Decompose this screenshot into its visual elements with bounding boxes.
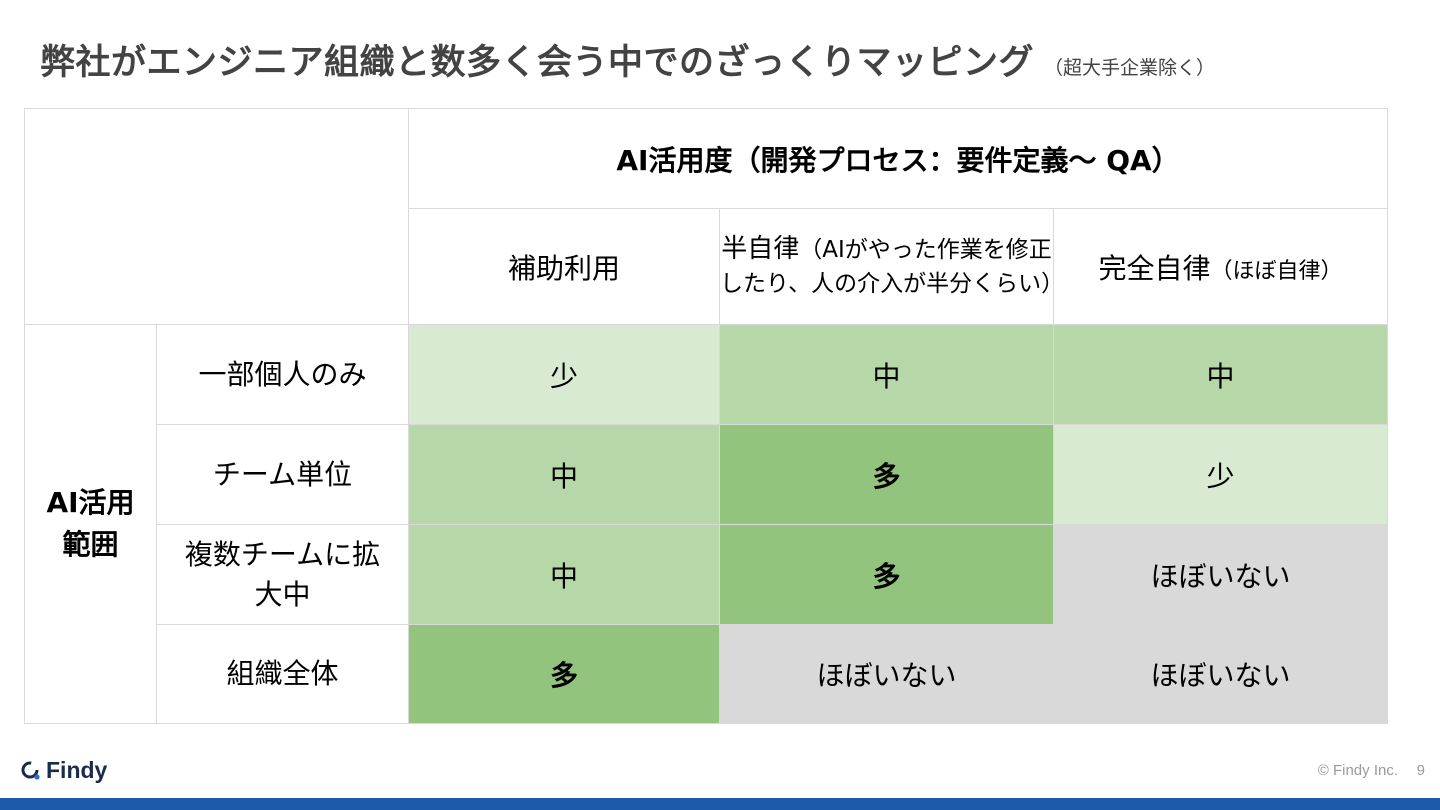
row-label: 一部個人のみ (156, 324, 409, 425)
row-group-header: AI活用範囲 (24, 324, 157, 724)
row-label: 組織全体 (156, 624, 409, 724)
matrix-cell: ほぼいない (1052, 524, 1389, 625)
column-header-semi-autonomous: 半自律（AIがやった作業を修正したり、人の介入が半分くらい） (719, 208, 1064, 325)
column-group-header: AI活用度（開発プロセス：要件定義〜 QA） (407, 108, 1389, 209)
matrix-cell: 中 (1052, 324, 1389, 425)
matrix-cell: 多 (408, 624, 720, 724)
copyright: © Findy Inc. (1317, 762, 1398, 779)
title-main: 弊社がエンジニア組織と数多く会う中でのざっくりマッピング (40, 43, 1035, 83)
page-number: 9 (1416, 762, 1425, 779)
corner-cell (24, 108, 409, 325)
row-label: 複数チームに拡大中 (156, 524, 409, 625)
matrix-cell: 少 (1052, 424, 1389, 525)
matrix-cell: 多 (719, 524, 1054, 625)
row-label: チーム単位 (156, 424, 409, 525)
column-header-fully-autonomous: 完全自律（ほぼ自律） (1052, 208, 1389, 325)
findy-logo: Findy (20, 757, 107, 784)
matrix-cell: ほぼいない (719, 624, 1054, 724)
page-title: 弊社がエンジニア組織と数多く会う中でのざっくりマッピング （超大手企業除く） (40, 34, 1215, 85)
matrix-cell: 少 (408, 324, 720, 425)
mapping-matrix: AI活用度（開発プロセス：要件定義〜 QA） 補助利用 半自律（AIがやった作業… (24, 108, 1389, 724)
matrix-cell: 多 (719, 424, 1054, 525)
column-header-assist: 補助利用 (408, 208, 720, 325)
matrix-cell: ほぼいない (1052, 624, 1389, 724)
matrix-cell: 中 (408, 424, 720, 525)
bottom-bar (0, 798, 1440, 810)
title-note: （超大手企業除く） (1044, 57, 1216, 79)
matrix-cell: 中 (719, 324, 1054, 425)
findy-logo-text: Findy (46, 757, 108, 783)
matrix-cell: 中 (408, 524, 720, 625)
findy-logo-icon (21, 761, 40, 780)
